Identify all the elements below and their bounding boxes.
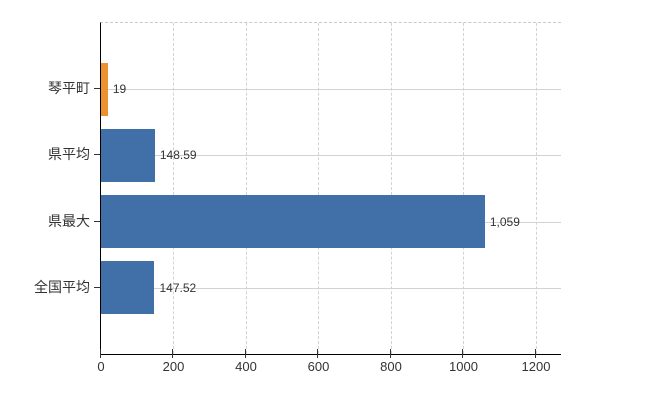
- bar-0: [101, 62, 108, 116]
- x-gridline: [173, 23, 175, 354]
- x-tick-mark: [172, 349, 174, 358]
- x-tick-label: 0: [97, 359, 105, 374]
- x-tick-label: 200: [162, 359, 185, 374]
- x-gridline: [318, 23, 320, 354]
- category-label: 県最大: [48, 212, 90, 229]
- x-tick-label: 1000: [449, 359, 478, 374]
- x-tick-label: 1200: [521, 359, 551, 374]
- x-tick-label: 800: [380, 359, 402, 374]
- y-tick-mark: [94, 220, 100, 222]
- category-label: 琴平町: [48, 80, 90, 97]
- category-label: 全国平均: [34, 278, 90, 295]
- y-tick-mark: [94, 88, 100, 90]
- value-label: 1,059: [489, 214, 520, 229]
- bar-2: [101, 195, 485, 249]
- x-gridline: [535, 23, 537, 354]
- x-tick-mark: [462, 349, 464, 358]
- plot-area: 19 148.59 1,059 147.52: [100, 22, 561, 355]
- x-tick-mark: [100, 349, 101, 358]
- value-label: 19: [112, 82, 127, 97]
- x-tick-mark: [244, 349, 246, 358]
- category-gridline: [101, 155, 561, 157]
- x-tick-mark: [534, 349, 536, 358]
- y-tick-mark: [94, 154, 100, 156]
- x-tick-label: 400: [235, 359, 257, 374]
- bar-1: [101, 128, 155, 182]
- value-label: 147.52: [159, 280, 197, 295]
- x-tick-mark: [317, 349, 319, 358]
- category-gridline: [101, 89, 561, 91]
- x-tick-label: 600: [307, 359, 330, 374]
- category-label: 県平均: [48, 146, 90, 163]
- bar-3: [101, 261, 155, 315]
- y-tick-mark: [94, 286, 100, 288]
- x-gridline: [390, 23, 392, 354]
- x-gridline: [463, 23, 465, 354]
- x-gridline: [245, 23, 247, 354]
- category-gridline: [101, 287, 561, 289]
- value-label: 148.59: [159, 148, 197, 163]
- x-tick-mark: [389, 349, 391, 358]
